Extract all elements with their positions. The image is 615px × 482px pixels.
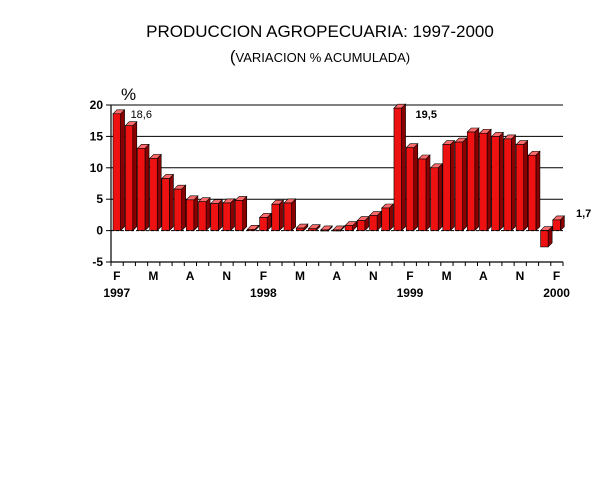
bar (540, 230, 549, 248)
x-tick-label: F (553, 269, 560, 283)
bar-side (535, 150, 541, 232)
bar-side (230, 198, 235, 232)
year-label: 1997 (103, 286, 130, 300)
data-label: 1,7 (576, 208, 591, 220)
bar (283, 202, 292, 231)
bar-side (498, 131, 504, 232)
year-label: 1998 (250, 286, 277, 300)
y-tick-label: 20 (90, 98, 104, 112)
bar (295, 227, 305, 231)
bar-side (437, 163, 443, 232)
bar (515, 144, 525, 231)
bar (393, 107, 402, 231)
bar (124, 125, 134, 231)
bar-side (279, 199, 284, 232)
bar (112, 113, 121, 231)
bar-side (401, 103, 406, 232)
bar (344, 225, 353, 231)
subtitle-text: VARIACION % ACUMULADA) (235, 50, 411, 65)
bars (112, 103, 566, 248)
y-axis-label: % (121, 85, 136, 104)
x-tick-label: N (369, 269, 378, 283)
bar (503, 138, 512, 231)
bar (418, 158, 427, 231)
bar-side (169, 173, 174, 232)
x-tick-label: A (479, 269, 488, 283)
bar (210, 203, 219, 231)
bar (454, 141, 463, 231)
x-tick-label: N (516, 269, 525, 283)
bar-side (450, 139, 455, 232)
bar (491, 136, 500, 231)
bar-side (181, 184, 186, 232)
x-tick-label: M (442, 269, 452, 283)
bar-side (413, 142, 419, 232)
bar (173, 188, 182, 231)
bar-side (486, 128, 492, 232)
x-tick-label: A (186, 269, 195, 283)
x-tick-label: A (332, 269, 341, 283)
bar-side (193, 195, 199, 232)
x-tick-label: F (260, 269, 267, 283)
bar (369, 215, 378, 231)
bar (552, 219, 561, 231)
year-label: 1999 (397, 286, 424, 300)
bar (222, 202, 231, 231)
data-label: 18,6 (131, 109, 152, 121)
axes (106, 104, 564, 266)
y-tick-label: 10 (90, 161, 104, 175)
bar-side (242, 195, 248, 232)
x-tick-label: M (295, 269, 305, 283)
bar (149, 158, 158, 231)
bar (271, 203, 280, 231)
x-tick-label: M (148, 269, 158, 283)
bar (528, 154, 537, 231)
chart-title: PRODUCCION AGROPECUARIA: 1997-2000 (146, 22, 494, 41)
x-tick-label: N (222, 269, 231, 283)
bar (479, 132, 488, 231)
x-tick-label: F (406, 269, 413, 283)
data-label: 19,5 (416, 109, 437, 121)
bar-side (218, 198, 223, 232)
bar-side (389, 203, 394, 232)
y-tick-label: 0 (96, 224, 103, 238)
bar-side (474, 127, 480, 232)
bar-side (291, 198, 296, 232)
bar (185, 199, 195, 231)
bar-side (120, 109, 125, 232)
bar (137, 148, 146, 231)
bar-side (425, 154, 431, 232)
bar-side (462, 137, 467, 232)
bar-side (132, 120, 138, 232)
bar (161, 178, 170, 231)
bar (357, 220, 366, 231)
year-label: 2000 (543, 286, 570, 300)
bar-side (523, 139, 529, 232)
bar (405, 147, 415, 231)
bar-top (319, 225, 333, 231)
bar (466, 131, 476, 231)
labels: 20 15 10 5 0 -5 F M A N F M A N F M A N F 1997 1998 1999 2000 1… (90, 98, 592, 300)
bar (234, 200, 244, 231)
y-tick-label: -5 (92, 255, 103, 269)
bar-side (205, 196, 211, 232)
y-tick-label: 5 (96, 192, 103, 206)
subtitle-paren: ( (229, 47, 236, 66)
bar-side (156, 153, 162, 232)
bar (381, 207, 390, 231)
bar (259, 217, 268, 231)
bar-top (332, 225, 346, 231)
bar (430, 167, 439, 231)
bar-side (144, 143, 150, 232)
chart-subtitle: (VARIACION % ACUMULADA) (0, 47, 615, 67)
bar-side (511, 134, 516, 232)
bar (442, 144, 451, 231)
y-tick-label: 15 (90, 129, 104, 143)
bar (198, 201, 207, 231)
x-tick-label: F (113, 269, 120, 283)
